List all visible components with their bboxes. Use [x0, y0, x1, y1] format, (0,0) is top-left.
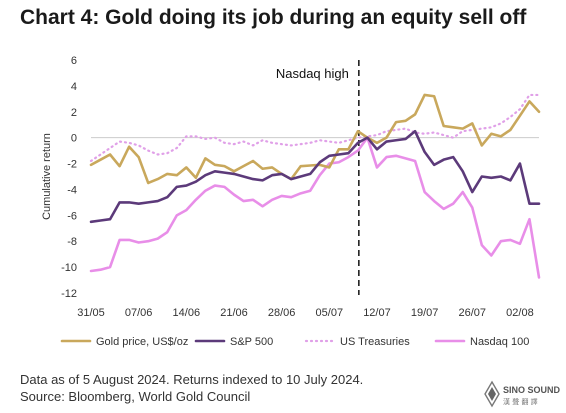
- x-tick-label: 19/07: [411, 307, 439, 319]
- series-layer: [89, 93, 541, 279]
- x-tick-label: 12/07: [363, 307, 391, 319]
- y-tick-label: 4: [71, 81, 77, 93]
- y-tick-label: 6: [71, 55, 77, 67]
- x-tick-label: 21/06: [220, 307, 248, 319]
- x-tick-label: 07/06: [125, 307, 153, 319]
- x-tick-label: 28/06: [268, 307, 296, 319]
- y-axis-label: Cumulative return: [41, 133, 53, 220]
- y-tick-label: -12: [61, 288, 77, 300]
- legend: Gold price, US$/oz S&P 500 US Treasuries Na…: [60, 336, 529, 348]
- y-tick-label: -8: [67, 236, 77, 248]
- x-tick-label: 05/07: [316, 307, 344, 319]
- y-tick-label: -6: [67, 210, 77, 222]
- x-tick-label: 31/05: [77, 307, 105, 319]
- legend-label-sp500: S&P 500: [230, 336, 273, 348]
- sino-sound-logo: SINO SOUND 漢 聲 翻 譯: [484, 380, 561, 408]
- series-line-sp500: [89, 129, 541, 224]
- footer-source: Source: Bloomberg, World Gold Council: [20, 389, 251, 404]
- y-tick-label: 0: [71, 133, 77, 145]
- y-tick-label: -10: [61, 262, 77, 274]
- nasdaq-high-annotation: Nasdaq high: [276, 66, 349, 81]
- legend-label-nasdaq: Nasdaq 100: [470, 336, 529, 348]
- series-line-treasuries: [89, 93, 541, 163]
- series-line-gold: [89, 93, 541, 185]
- footer-note: Data as of 5 August 2024. Returns indexe…: [20, 372, 364, 387]
- y-tick-label: 2: [71, 107, 77, 119]
- series-line-nasdaq: [89, 136, 541, 279]
- logo-mark-icon: [484, 380, 500, 408]
- legend-label-gold: Gold price, US$/oz: [96, 336, 188, 348]
- legend-label-treasuries: US Treasuries: [340, 336, 410, 348]
- x-tick-label: 02/08: [506, 307, 534, 319]
- y-tick-label: -2: [67, 159, 77, 171]
- logo-subtext: 漢 聲 翻 譯: [503, 397, 538, 406]
- x-tick-label: 26/07: [459, 307, 487, 319]
- x-tick-label: 14/06: [173, 307, 201, 319]
- chart-title: Chart 4: Gold doing its job during an eq…: [20, 6, 527, 29]
- y-tick-label: -4: [67, 184, 77, 196]
- logo-text: SINO SOUND: [503, 385, 561, 395]
